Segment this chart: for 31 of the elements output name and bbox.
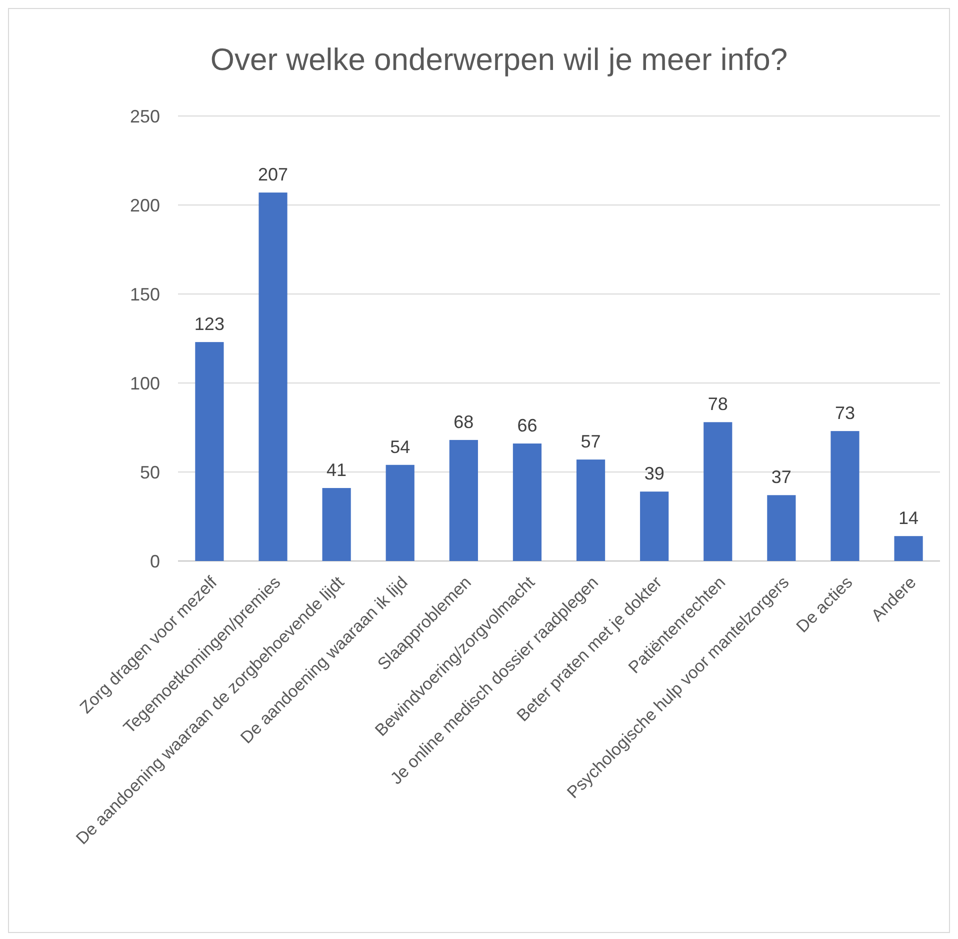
bar xyxy=(258,192,288,561)
data-label: 123 xyxy=(194,314,224,334)
chart-title: Over welke onderwerpen wil je meer info? xyxy=(210,42,788,77)
bar xyxy=(640,492,669,561)
data-label: 66 xyxy=(517,416,538,436)
data-label: 39 xyxy=(644,464,664,484)
y-tick-label: 100 xyxy=(130,373,160,394)
data-label: 41 xyxy=(326,460,347,480)
data-label: 207 xyxy=(258,164,288,185)
data-label: 37 xyxy=(771,467,792,488)
bar xyxy=(767,495,796,561)
bar xyxy=(449,440,478,561)
bar xyxy=(386,464,414,561)
y-tick-label: 0 xyxy=(150,551,160,572)
data-label: 73 xyxy=(834,403,856,424)
y-tick-label: 200 xyxy=(130,195,160,216)
bar xyxy=(512,444,542,561)
data-label: 57 xyxy=(580,432,601,452)
data-label: 14 xyxy=(898,508,919,528)
data-label: 54 xyxy=(390,436,410,457)
y-tick-label: 250 xyxy=(130,106,160,126)
bar xyxy=(830,431,860,561)
data-label: 68 xyxy=(454,412,474,432)
data-label: 78 xyxy=(708,394,728,414)
bar xyxy=(195,342,224,561)
y-tick-label: 50 xyxy=(140,462,160,482)
bar xyxy=(894,536,923,561)
bar xyxy=(322,488,351,561)
y-tick-label: 150 xyxy=(130,284,160,304)
bar xyxy=(576,460,606,561)
bar xyxy=(704,422,732,561)
